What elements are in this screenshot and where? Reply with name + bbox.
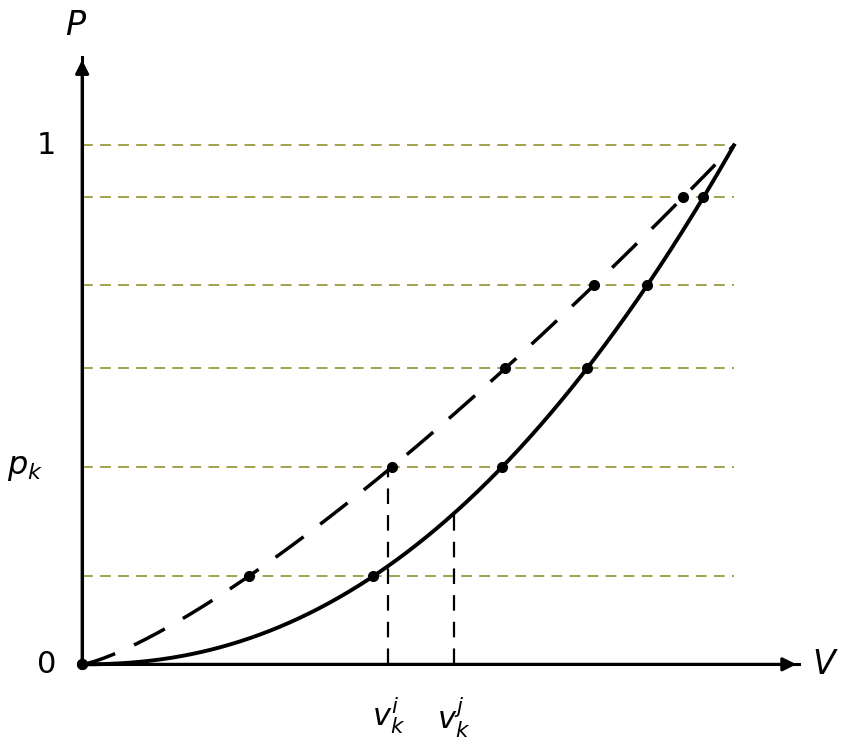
Text: 0: 0 bbox=[37, 650, 56, 679]
Text: 1: 1 bbox=[37, 131, 56, 160]
Text: $p_k$: $p_k$ bbox=[7, 452, 43, 482]
Text: $v_k^j$: $v_k^j$ bbox=[438, 696, 470, 740]
Text: $v_k^i$: $v_k^i$ bbox=[372, 696, 405, 736]
Text: P: P bbox=[66, 8, 86, 41]
Text: V: V bbox=[812, 648, 835, 681]
